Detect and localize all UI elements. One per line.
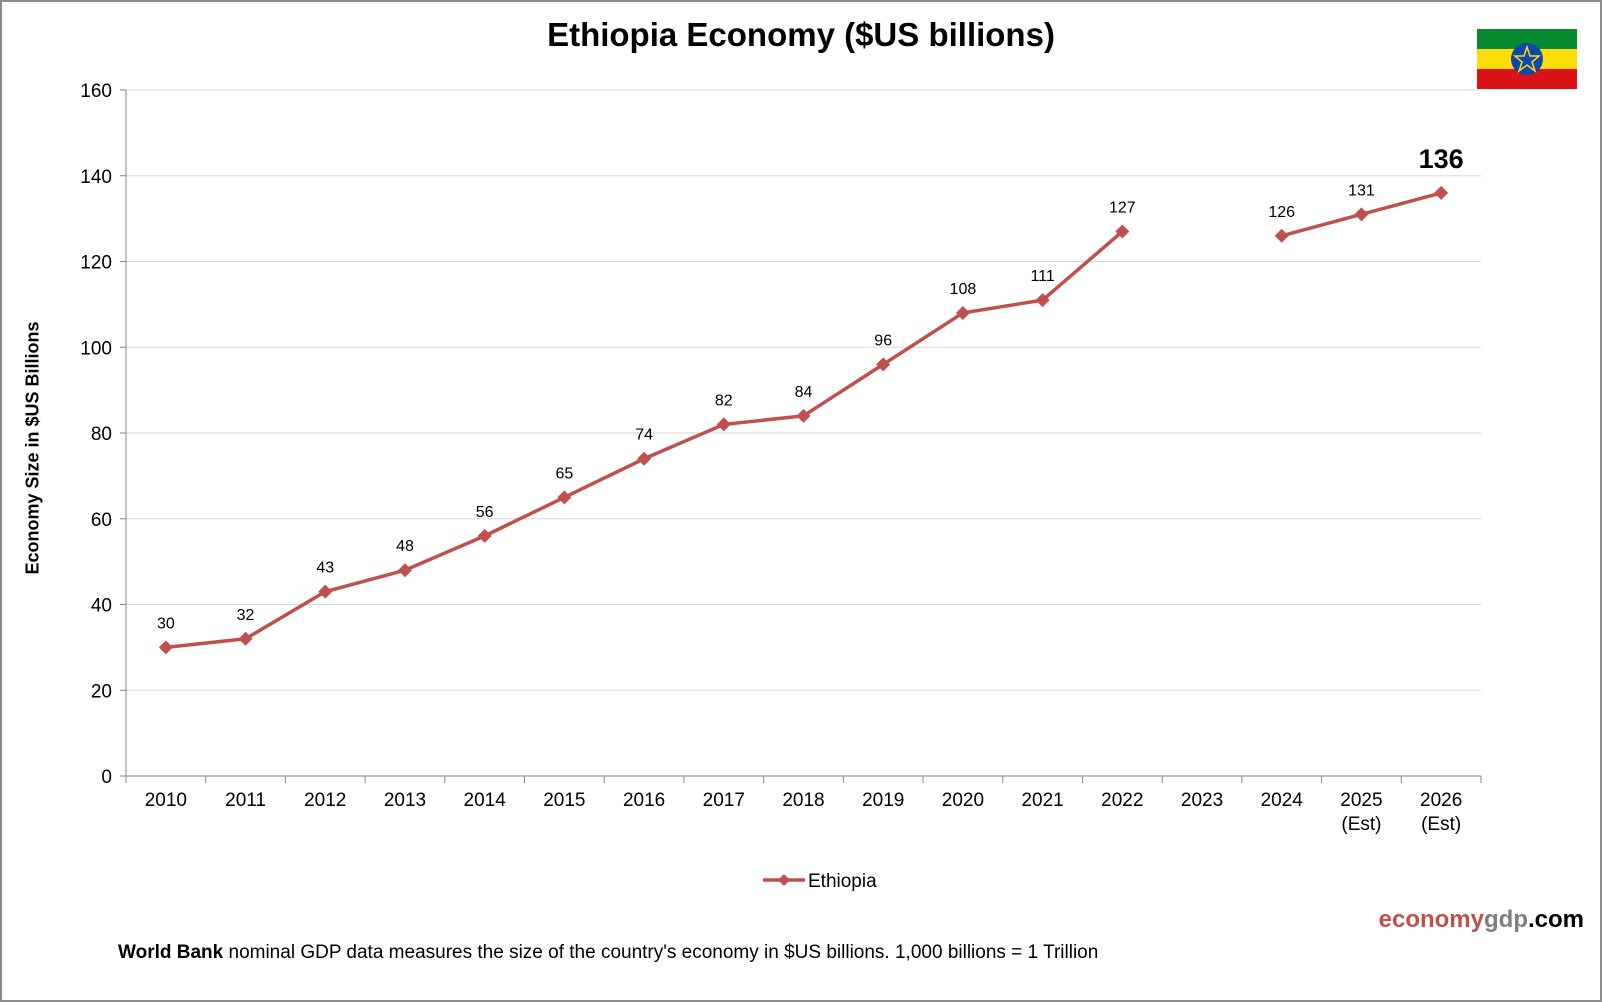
ethiopia-flag-icon xyxy=(1477,29,1577,89)
x-tick-label: 2015 xyxy=(543,790,585,811)
data-label: 96 xyxy=(874,332,892,349)
data-label: 84 xyxy=(795,384,813,401)
data-label: 74 xyxy=(635,427,653,444)
x-tick-label: 2017 xyxy=(703,790,745,811)
brand-part1: economy xyxy=(1378,906,1484,933)
data-point xyxy=(876,357,891,372)
data-point xyxy=(1115,224,1130,239)
x-tick-label: 2025 xyxy=(1340,790,1382,811)
legend-label: Ethiopia xyxy=(808,871,877,892)
data-point xyxy=(397,563,412,578)
x-tick-label: 2024 xyxy=(1261,790,1304,811)
x-tick-label: 2018 xyxy=(782,790,824,811)
data-label: 30 xyxy=(157,615,175,632)
x-tick-label: (Est) xyxy=(1341,814,1381,835)
data-label: 127 xyxy=(1109,199,1136,216)
brand-part2: gdp xyxy=(1484,906,1528,933)
x-tick-label: 2021 xyxy=(1021,790,1063,811)
chart-title: Ethiopia Economy ($US billions) xyxy=(547,16,1055,53)
footer-note: World Bank nominal GDP data measures the… xyxy=(118,942,1098,964)
legend-marker xyxy=(778,874,790,886)
brand-watermark: economygdp.com xyxy=(1379,906,1584,934)
footer-text: nominal GDP data measures the size of th… xyxy=(223,942,1099,963)
data-label: 126 xyxy=(1268,204,1295,221)
data-point xyxy=(1434,185,1449,200)
data-point xyxy=(477,528,492,543)
data-point xyxy=(1354,207,1369,222)
x-tick-label: 2014 xyxy=(464,790,507,811)
data-label: 65 xyxy=(555,465,573,482)
brand-part3: .com xyxy=(1527,906,1584,933)
data-point xyxy=(557,490,572,505)
data-point xyxy=(955,305,970,320)
data-label: 82 xyxy=(715,392,733,409)
x-tick-label: 2020 xyxy=(942,790,984,811)
x-tick-label: 2019 xyxy=(862,790,904,811)
x-tick-label: 2016 xyxy=(623,790,665,811)
y-tick-label: 20 xyxy=(91,681,112,702)
x-tick-label: 2013 xyxy=(384,790,426,811)
x-tick-label: 2011 xyxy=(225,790,266,811)
y-tick-label: 100 xyxy=(80,338,112,359)
data-point xyxy=(318,584,333,599)
data-point xyxy=(637,451,652,466)
x-tick-label: 2026 xyxy=(1420,790,1462,811)
data-point xyxy=(716,417,731,432)
x-tick-label: 2012 xyxy=(304,790,346,811)
y-tick-label: 80 xyxy=(91,424,112,445)
x-tick-label: 2010 xyxy=(145,790,187,811)
y-tick-label: 120 xyxy=(80,253,112,274)
y-tick-label: 140 xyxy=(80,167,112,188)
data-point xyxy=(158,640,173,655)
data-label: 111 xyxy=(1030,268,1054,285)
footer-bold: World Bank xyxy=(118,942,224,963)
y-tick-label: 160 xyxy=(80,81,112,102)
data-point xyxy=(238,631,253,646)
x-tick-label: 2022 xyxy=(1101,790,1143,811)
x-tick-label: (Est) xyxy=(1421,814,1461,835)
data-point xyxy=(1274,228,1289,243)
data-point xyxy=(1035,293,1050,308)
data-point xyxy=(796,408,811,423)
x-tick-label: 2023 xyxy=(1181,790,1223,811)
y-tick-label: 0 xyxy=(101,767,112,788)
data-label: 56 xyxy=(476,504,494,521)
data-label: 48 xyxy=(396,538,414,555)
y-tick-label: 40 xyxy=(91,596,112,617)
data-label: 32 xyxy=(237,607,255,624)
data-label-highlight: 136 xyxy=(1419,144,1464,174)
y-tick-label: 60 xyxy=(91,510,112,531)
data-label: 43 xyxy=(316,560,334,577)
data-label: 131 xyxy=(1348,182,1375,199)
data-label: 108 xyxy=(950,281,977,298)
